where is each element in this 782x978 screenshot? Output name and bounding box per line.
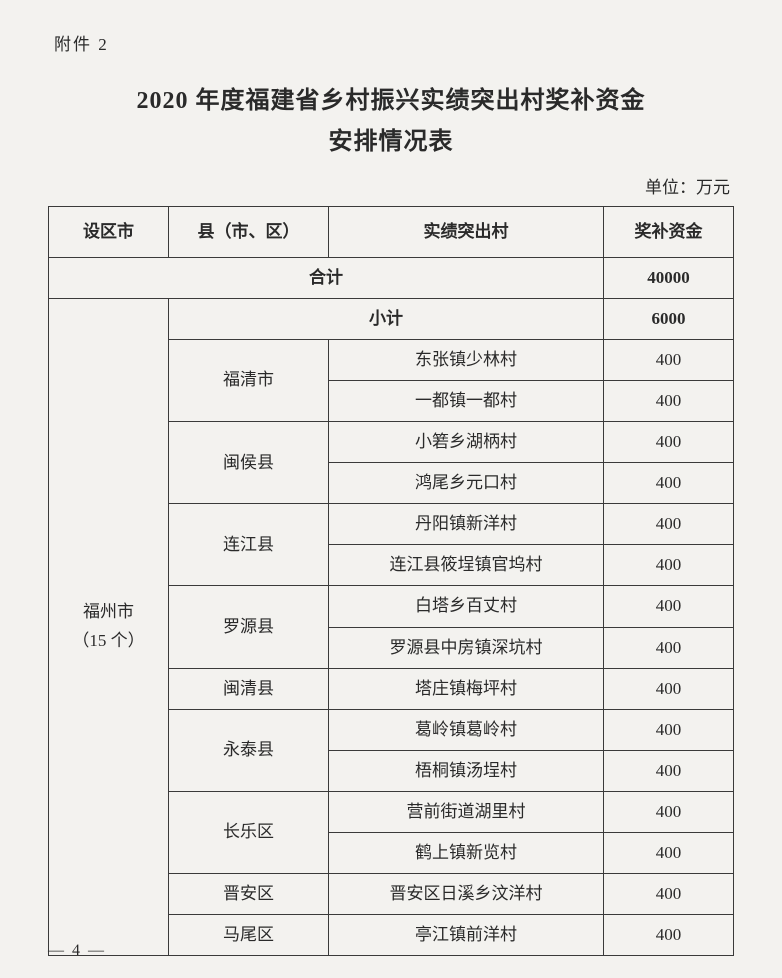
county-cell: 闽侯县 (169, 422, 329, 504)
fund-cell: 400 (604, 339, 734, 380)
village-cell: 塔庄镇梅坪村 (329, 668, 604, 709)
subtotal-value: 6000 (604, 298, 734, 339)
document-page: 附件 2 2020 年度福建省乡村振兴实绩突出村奖补资金 安排情况表 单位：万元… (0, 0, 782, 978)
subtotal-row: 福州市（15 个）小计6000 (49, 298, 734, 339)
fund-cell: 400 (604, 545, 734, 586)
village-cell: 鹤上镇新览村 (329, 833, 604, 874)
village-cell: 罗源县中房镇深坑村 (329, 627, 604, 668)
fund-cell: 400 (604, 791, 734, 832)
total-row: 合计 40000 (49, 257, 734, 298)
county-cell: 永泰县 (169, 709, 329, 791)
county-cell: 闽清县 (169, 668, 329, 709)
village-cell: 营前街道湖里村 (329, 791, 604, 832)
table-header-row: 设区市 县（市、区） 实绩突出村 奖补资金 (49, 206, 734, 257)
fund-cell: 400 (604, 504, 734, 545)
fund-cell: 400 (604, 709, 734, 750)
county-cell: 长乐区 (169, 791, 329, 873)
subtotal-label: 小计 (169, 298, 604, 339)
village-cell: 小箬乡湖柄村 (329, 422, 604, 463)
village-cell: 白塔乡百丈村 (329, 586, 604, 627)
header-fund: 奖补资金 (604, 206, 734, 257)
village-cell: 鸿尾乡元口村 (329, 463, 604, 504)
header-county: 县（市、区） (169, 206, 329, 257)
fund-cell: 400 (604, 586, 734, 627)
page-number: — 4 — (48, 942, 106, 960)
village-cell: 丹阳镇新洋村 (329, 504, 604, 545)
fund-cell: 400 (604, 380, 734, 421)
village-cell: 连江县筱埕镇官坞村 (329, 545, 604, 586)
fund-cell: 400 (604, 627, 734, 668)
fund-cell: 400 (604, 874, 734, 915)
fund-cell: 400 (604, 915, 734, 956)
fund-cell: 400 (604, 750, 734, 791)
total-value: 40000 (604, 257, 734, 298)
village-cell: 东张镇少林村 (329, 339, 604, 380)
city-cell: 福州市（15 个） (49, 298, 169, 956)
fund-cell: 400 (604, 833, 734, 874)
village-cell: 晋安区日溪乡汶洋村 (329, 874, 604, 915)
county-cell: 罗源县 (169, 586, 329, 668)
attachment-label: 附件 2 (54, 30, 734, 55)
village-cell: 亭江镇前洋村 (329, 915, 604, 956)
village-cell: 葛岭镇葛岭村 (329, 709, 604, 750)
county-cell: 晋安区 (169, 874, 329, 915)
header-village: 实绩突出村 (329, 206, 604, 257)
unit-label: 单位：万元 (48, 173, 734, 198)
title-line-2: 安排情况表 (48, 122, 734, 163)
county-cell: 连江县 (169, 504, 329, 586)
city-count: （15 个） (53, 627, 164, 656)
village-cell: 梧桐镇汤埕村 (329, 750, 604, 791)
village-cell: 一都镇一都村 (329, 380, 604, 421)
fund-cell: 400 (604, 463, 734, 504)
table-body: 合计 40000 福州市（15 个）小计6000福清市东张镇少林村400一都镇一… (49, 257, 734, 956)
total-label: 合计 (49, 257, 604, 298)
header-city: 设区市 (49, 206, 169, 257)
page-title: 2020 年度福建省乡村振兴实绩突出村奖补资金 安排情况表 (48, 81, 734, 163)
fund-cell: 400 (604, 422, 734, 463)
county-cell: 马尾区 (169, 915, 329, 956)
fund-cell: 400 (604, 668, 734, 709)
city-name: 福州市 (53, 598, 164, 627)
title-line-1: 2020 年度福建省乡村振兴实绩突出村奖补资金 (48, 81, 734, 122)
funds-table: 设区市 县（市、区） 实绩突出村 奖补资金 合计 40000 福州市（15 个）… (48, 206, 734, 957)
county-cell: 福清市 (169, 339, 329, 421)
